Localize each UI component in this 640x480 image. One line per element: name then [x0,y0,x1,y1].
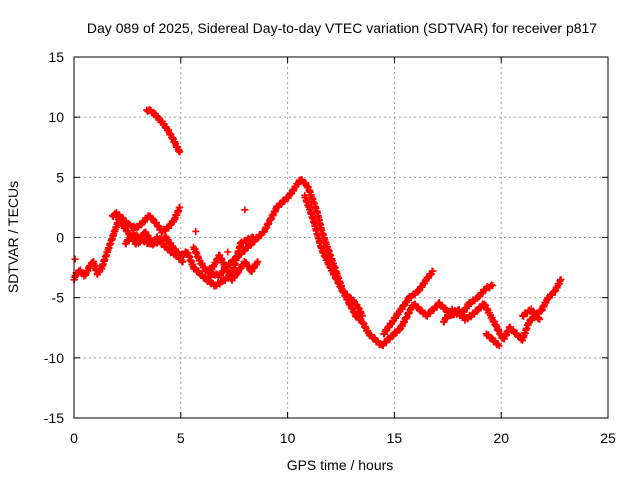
data-point [176,203,184,211]
y-tick-label: 10 [48,109,64,125]
x-tick-label: 20 [493,430,509,446]
data-point [176,148,184,156]
y-tick-label: -10 [44,350,64,366]
data-point [159,239,167,247]
chart-title: Day 089 of 2025, Sidereal Day-to-day VTE… [87,20,597,36]
x-axis-label: GPS time / hours [287,457,394,473]
y-tick-label: 15 [48,49,64,65]
data-point [71,255,79,263]
data-points [70,106,565,350]
y-tick-label: 5 [56,169,64,185]
grid [74,57,608,418]
y-tick-label: 0 [56,230,64,246]
data-point [536,315,544,323]
data-point [495,342,503,350]
ticks: 0 5 10 15 20 25 -15 -10 -5 0 5 10 15 [44,49,616,446]
data-point [192,227,200,235]
data-point [557,276,565,284]
data-point [249,234,257,241]
x-tick-label: 15 [387,430,403,446]
data-point [179,258,187,266]
data-point [358,312,366,320]
x-tick-label: 0 [70,430,78,446]
x-tick-label: 10 [280,430,296,446]
x-tick-label: 5 [177,430,185,446]
data-point [254,258,262,266]
data-point [489,282,497,290]
data-point [429,267,437,275]
x-tick-label: 25 [600,430,616,446]
data-point [241,206,249,214]
y-tick-label: -5 [52,290,65,306]
data-point [224,248,232,256]
y-axis-label: SDTVAR / TECUs [5,181,21,293]
y-tick-label: -15 [44,410,64,426]
